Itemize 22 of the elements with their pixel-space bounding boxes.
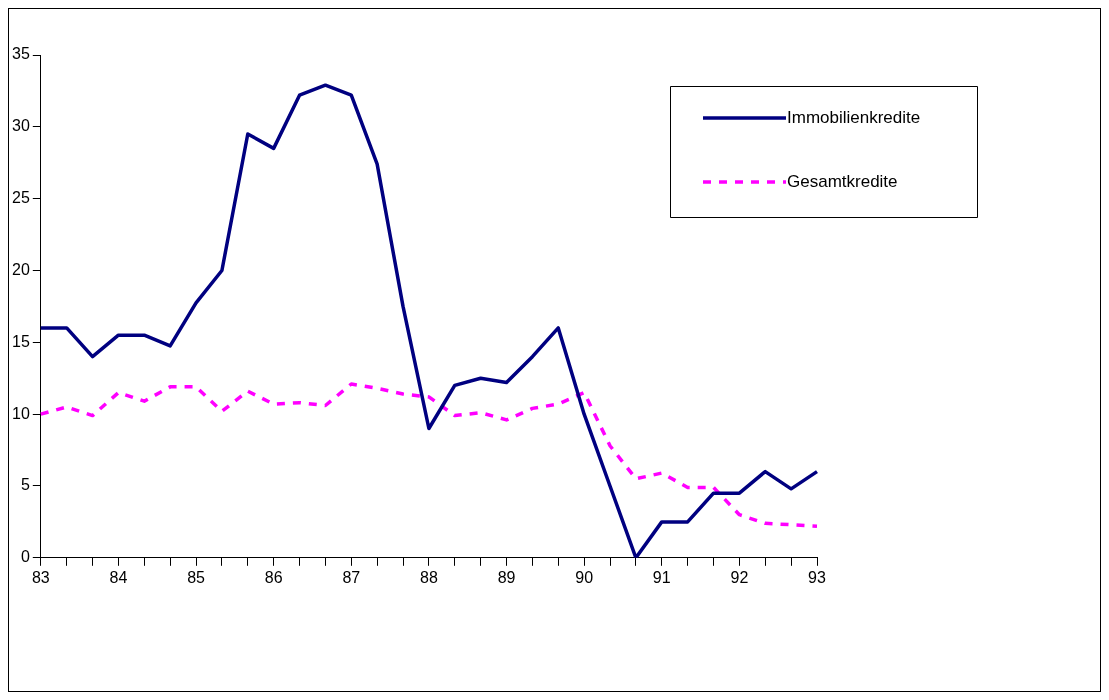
y-tick-label: 25: [12, 189, 30, 207]
y-tick-label: 30: [12, 117, 30, 135]
y-tick-label: 35: [12, 45, 30, 63]
legend-label: Immobilienkredite: [787, 107, 921, 127]
y-tick-label: 0: [20, 548, 30, 566]
x-tick-label: 92: [730, 568, 749, 586]
x-tick-label: 84: [109, 568, 128, 586]
y-tick-label: 20: [12, 260, 30, 278]
legend-label: Gesamtkredite: [787, 171, 898, 191]
x-tick-label: 90: [575, 568, 594, 586]
x-tick-label: 86: [264, 568, 283, 586]
y-tick-label: 15: [12, 332, 30, 350]
line-series: [39, 382, 819, 528]
y-tick-label: 10: [12, 404, 30, 422]
x-tick-label: 91: [652, 568, 671, 586]
x-tick-label: 88: [420, 568, 438, 586]
x-tick-label: 89: [497, 568, 516, 586]
x-tick-label: 87: [342, 568, 361, 586]
x-tick-label: 83: [31, 568, 50, 586]
x-tick-label: 85: [187, 568, 206, 586]
x-tick-label: 93: [808, 568, 826, 586]
y-tick-label: 5: [20, 476, 30, 494]
